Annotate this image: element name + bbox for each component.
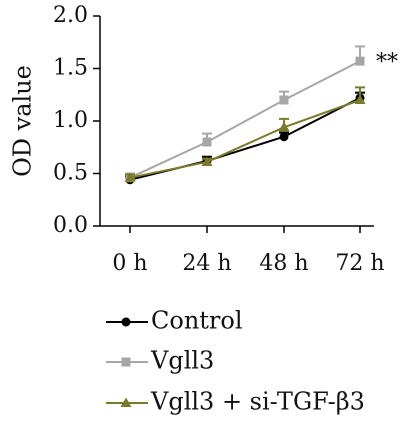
series-2 [125,45,365,183]
series-group [124,45,366,185]
y-axis-label: OD value [9,65,37,177]
series-line [129,97,361,181]
series-line [129,60,361,179]
axes: 0.0 0.5 1.0 1.5 2.0 0 h 24 h 48 h 72 h [53,3,385,276]
legend: Control Vgll3 Vgll3 + si-TGF-β3 [106,307,365,416]
y-tick-label: 0.5 [53,161,88,186]
x-tick-label: 0 h [112,251,147,276]
data-point [279,95,289,105]
x-tick-label: 72 h [335,251,384,276]
significance-label: ** [376,50,398,75]
legend-item: Control [106,307,243,335]
legend-marker [121,357,131,367]
legend-item: Vgll3 + si-TGF-β3 [106,388,365,416]
y-tick-label: 2.0 [53,3,88,28]
data-point [124,172,136,182]
y-tick-label: 1.0 [53,108,88,133]
legend-label: Vgll3 + si-TGF-β3 [150,388,365,416]
legend-marker [120,397,132,407]
x-tick-label: 48 h [259,251,308,276]
data-point [201,156,213,166]
legend-label: Vgll3 [150,347,214,375]
data-point [202,137,212,147]
annotations: ** [376,50,398,75]
series-3 [124,86,366,182]
legend-label: Control [151,307,243,335]
data-point [279,132,289,142]
legend-item: Vgll3 [106,347,214,375]
x-tick-label: 24 h [182,251,231,276]
data-point [355,56,365,66]
y-tick-label: 0.0 [53,213,88,238]
data-point [354,94,366,104]
y-tick-label: 1.5 [53,56,88,81]
series-line [129,99,361,179]
legend-marker [121,317,131,327]
data-point [278,121,290,132]
